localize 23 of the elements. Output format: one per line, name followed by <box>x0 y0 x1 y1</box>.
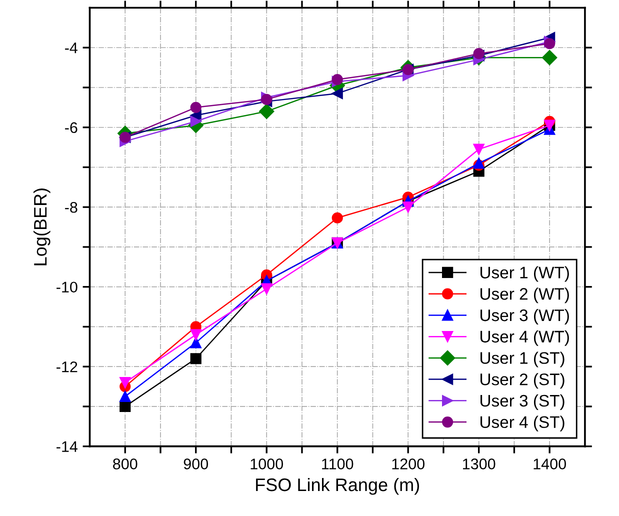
legend-label: User 1 (WT) <box>480 266 569 282</box>
legend-label: User 2 (ST) <box>480 373 564 389</box>
y-tick-label: -10 <box>56 282 78 293</box>
y-tick-label: -8 <box>65 202 78 213</box>
y-tick-label: -4 <box>65 42 78 54</box>
legend-label: User 3 (WT) <box>480 308 569 324</box>
x-tick-label: 1300 <box>463 458 496 470</box>
legend-label: User 4 (ST) <box>480 416 564 432</box>
legend-label: User 4 (WT) <box>480 330 569 346</box>
x-axis-title: FSO Link Range (m) <box>256 478 420 495</box>
legend-label: User 1 (ST) <box>480 352 564 368</box>
x-tick-label: 900 <box>184 458 208 470</box>
y-axis-title: Log(BER) <box>33 188 50 266</box>
x-tick-label: 1400 <box>534 458 566 470</box>
legend-label: User 2 (WT) <box>480 288 569 304</box>
y-tick-label: -14 <box>56 441 78 452</box>
x-tick-label: 1100 <box>322 458 354 470</box>
x-tick-label: 1000 <box>250 458 284 470</box>
y-tick-label: -12 <box>56 361 78 372</box>
y-tick-label: -6 <box>65 122 78 134</box>
x-tick-label: 1200 <box>392 458 424 470</box>
x-tick-label: 800 <box>113 458 138 470</box>
legend-label: User 3 (ST) <box>480 394 564 410</box>
